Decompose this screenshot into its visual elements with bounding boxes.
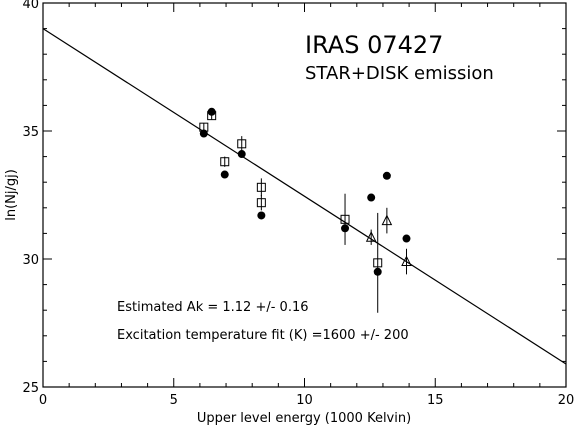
data-point-square <box>220 157 230 167</box>
x-tick-label: 10 <box>296 393 313 408</box>
points-layer <box>199 107 412 313</box>
data-point-circle <box>237 150 246 159</box>
data-point-circle <box>402 234 411 243</box>
data-point-circle <box>367 193 376 202</box>
data-point-triangle <box>381 214 393 226</box>
data-point-circle <box>382 171 391 180</box>
data-point-square <box>207 111 217 121</box>
chart-title: IRAS 07427 <box>305 31 443 59</box>
data-point-square <box>237 139 247 149</box>
data-point-circle <box>257 211 266 220</box>
chart-subtitle: STAR+DISK emission <box>305 63 494 84</box>
x-tick-label: 0 <box>39 393 47 408</box>
data-point-triangle <box>365 231 377 242</box>
y-axis-label: ln(Nj/gj) <box>4 169 19 221</box>
data-point-square <box>256 182 266 192</box>
ticks-layer: 0 5 10 15 20 25 30 35 40 <box>22 0 574 408</box>
data-point-triangle <box>401 255 412 267</box>
fit-line <box>42 28 567 365</box>
y-tick-label: 30 <box>22 253 39 268</box>
x-tick-label: 15 <box>427 393 444 408</box>
y-tick-label: 25 <box>22 381 39 396</box>
data-point-square <box>373 258 383 268</box>
fit-layer <box>42 28 567 365</box>
x-axis-label: Upper level energy (1000 Kelvin) <box>197 411 411 426</box>
annotation-excitation: Excitation temperature fit (K) =1600 +/-… <box>117 328 409 343</box>
x-tick-label: 20 <box>558 393 574 408</box>
annotation-ak: Estimated Ak = 1.12 +/- 0.16 <box>117 300 309 315</box>
y-tick-label: 35 <box>22 125 39 140</box>
data-point-circle <box>220 170 229 179</box>
x-tick-label: 5 <box>170 393 178 408</box>
data-point-square <box>199 122 209 132</box>
data-point-square <box>340 214 350 224</box>
y-tick-label: 40 <box>22 0 39 12</box>
data-point-square <box>256 198 266 208</box>
